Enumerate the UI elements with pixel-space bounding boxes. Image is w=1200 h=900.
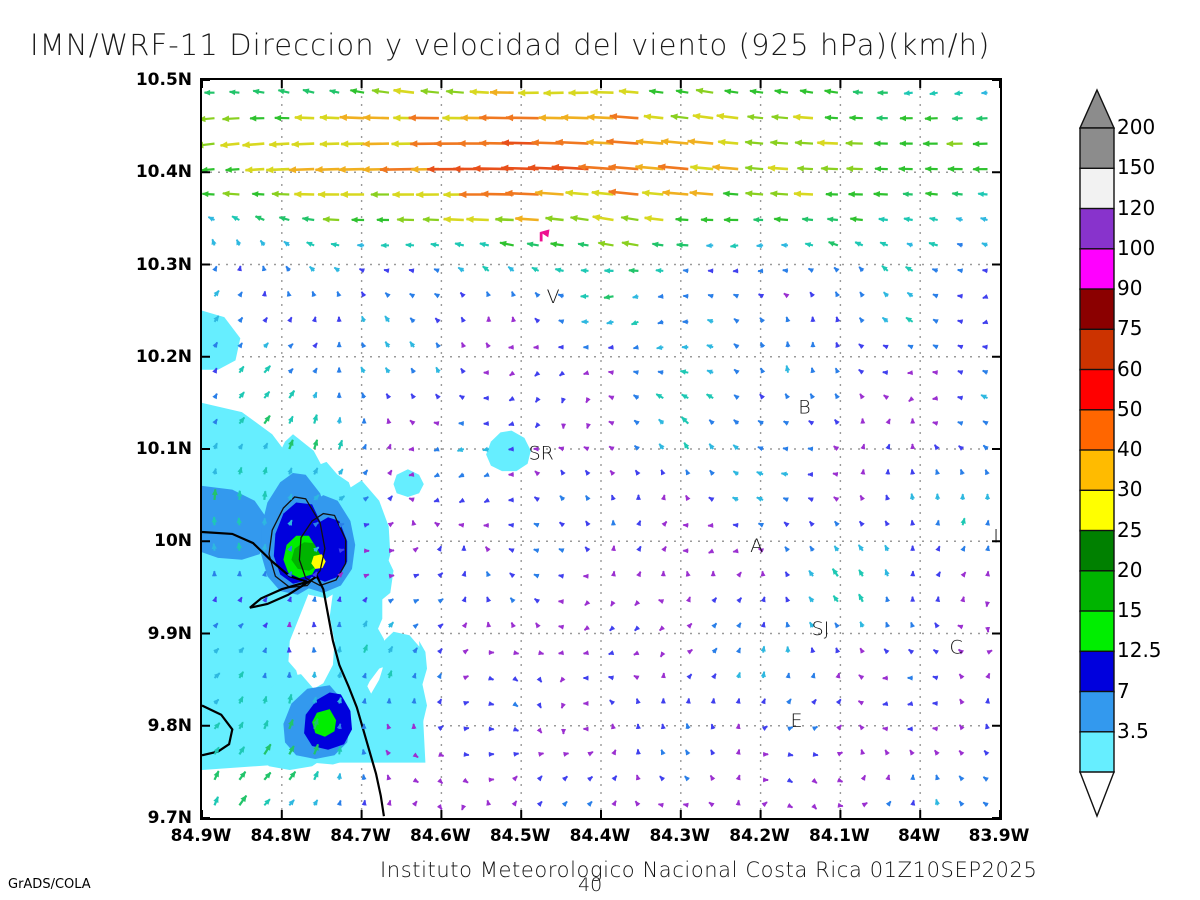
colorbar-swatch[interactable] xyxy=(1079,127,1115,170)
station-label-sj: SJ xyxy=(812,618,830,640)
colorbar[interactable]: 200 150 120 100 90 75 60 50 40 30 25 20 15 12.5 7 3.5 xyxy=(1076,88,1200,818)
colorbar-under-arrow xyxy=(1078,771,1116,818)
colorbar-tick-label: 3.5 xyxy=(1117,718,1149,743)
colorbar-tick-label: 50 xyxy=(1117,396,1143,421)
footer-institute: Instituto Meteorologico Nacional Costa R… xyxy=(380,858,1038,882)
y-axis-tick-label: 10.2N xyxy=(135,346,192,367)
y-axis-tick-label: 10.3N xyxy=(135,254,192,275)
x-axis-tick-label: 84.7W xyxy=(330,826,391,846)
y-axis-tick-label: 10.5N xyxy=(135,70,192,90)
x-axis-tick-label: 84.3W xyxy=(649,826,711,846)
y-axis-tick-label: 9.9N xyxy=(147,623,192,644)
shade-3p5-7 xyxy=(202,310,241,370)
colorbar-tick-label: 75 xyxy=(1117,316,1143,341)
colorbar-tick-label: 15 xyxy=(1117,598,1143,622)
colorbar-swatch[interactable] xyxy=(1079,570,1115,613)
colorbar-swatch[interactable] xyxy=(1079,368,1115,411)
x-axis-tick-label: 84.8W xyxy=(250,826,312,846)
colorbar-swatch[interactable] xyxy=(1079,731,1115,774)
x-axis-tick-label: 84.5W xyxy=(489,826,551,846)
colorbar-swatch[interactable] xyxy=(1079,690,1115,733)
colorbar-tick-label: 40 xyxy=(1117,437,1143,461)
colorbar-swatch[interactable] xyxy=(1079,248,1115,291)
shade-7-12p5 xyxy=(202,485,269,560)
x-axis-tick-label: 84.4W xyxy=(569,826,631,846)
colorbar-tick-label: 90 xyxy=(1117,276,1143,300)
x-axis-tick-label: 83.9W xyxy=(968,826,1030,846)
contour-lines xyxy=(268,496,347,589)
colorbar-tick-label: 25 xyxy=(1117,517,1143,542)
colorbar-tick-label: 12.5 xyxy=(1117,638,1162,663)
colorbar-swatch[interactable] xyxy=(1079,409,1115,452)
shade-30-40 xyxy=(311,554,326,569)
wind-vector-field: V B SR A I SJ C E xyxy=(202,80,1000,818)
station-label-i: I xyxy=(993,526,999,548)
x-axis-tick-label: 84W xyxy=(897,826,941,846)
colorbar-tick-label: 7 xyxy=(1117,678,1130,703)
colorbar-tick-label: 150 xyxy=(1117,155,1156,180)
shade-15-20 xyxy=(312,709,337,737)
page-title: IMN/WRF-11 Direccion y velocidad del vie… xyxy=(30,28,991,62)
shade-3p5-7 xyxy=(393,469,424,497)
station-label-b: B xyxy=(798,397,810,419)
x-axis-tick-label: 84.1W xyxy=(809,826,870,846)
colorbar-tick-label: 100 xyxy=(1117,235,1156,260)
y-axis-tick-label: 10.1N xyxy=(135,439,192,459)
colorbar-swatches xyxy=(1078,88,1116,818)
footer-page-number: 40 xyxy=(578,874,603,896)
colorbar-swatch[interactable] xyxy=(1079,167,1115,210)
colorbar-over-arrow xyxy=(1078,88,1116,129)
coastline xyxy=(202,530,385,817)
colorbar-swatch[interactable] xyxy=(1079,449,1115,492)
colorbar-tick-label: 30 xyxy=(1117,477,1143,502)
colorbar-tick-label: 20 xyxy=(1117,557,1143,582)
wind-barbs xyxy=(202,87,993,811)
footer-grads-credit: GrADS/COLA xyxy=(8,877,91,892)
colorbar-swatch[interactable] xyxy=(1079,328,1115,371)
windspeed-shading xyxy=(202,310,531,770)
y-axis-tick-label: 10.4N xyxy=(135,162,192,183)
colorbar-swatch[interactable] xyxy=(1079,207,1115,250)
station-label-v: V xyxy=(547,286,560,308)
x-axis-tick-label: 84.9W xyxy=(170,826,232,846)
y-axis-tick-label: 9.8N xyxy=(147,715,192,736)
colorbar-tick-label: 60 xyxy=(1117,356,1143,381)
colorbar-swatch[interactable] xyxy=(1079,529,1115,572)
y-axis-tick-label: 9.7N xyxy=(147,808,192,828)
station-label-c: C xyxy=(949,636,962,658)
y-axis-tick-label: 10N xyxy=(154,531,192,552)
map-plot-area[interactable]: V B SR A I SJ C E xyxy=(200,78,1002,820)
colorbar-swatch[interactable] xyxy=(1079,288,1115,331)
axis-ticks xyxy=(202,80,1000,818)
station-labels: V B SR A I SJ C E xyxy=(529,286,999,732)
station-label-sr: SR xyxy=(529,443,554,465)
x-axis-tick-label: 84.2W xyxy=(729,826,790,846)
shade-3p5-7 xyxy=(486,430,531,472)
colorbar-tick-label: 120 xyxy=(1117,195,1156,220)
x-axis-tick-label: 84.6W xyxy=(410,826,471,846)
colorbar-tick-label: 200 xyxy=(1117,115,1156,139)
colorbar-swatch[interactable] xyxy=(1079,650,1115,693)
station-label-a: A xyxy=(750,535,763,557)
colorbar-swatch[interactable] xyxy=(1079,610,1115,653)
station-label-e: E xyxy=(790,710,802,732)
colorbar-swatch[interactable] xyxy=(1079,489,1115,532)
